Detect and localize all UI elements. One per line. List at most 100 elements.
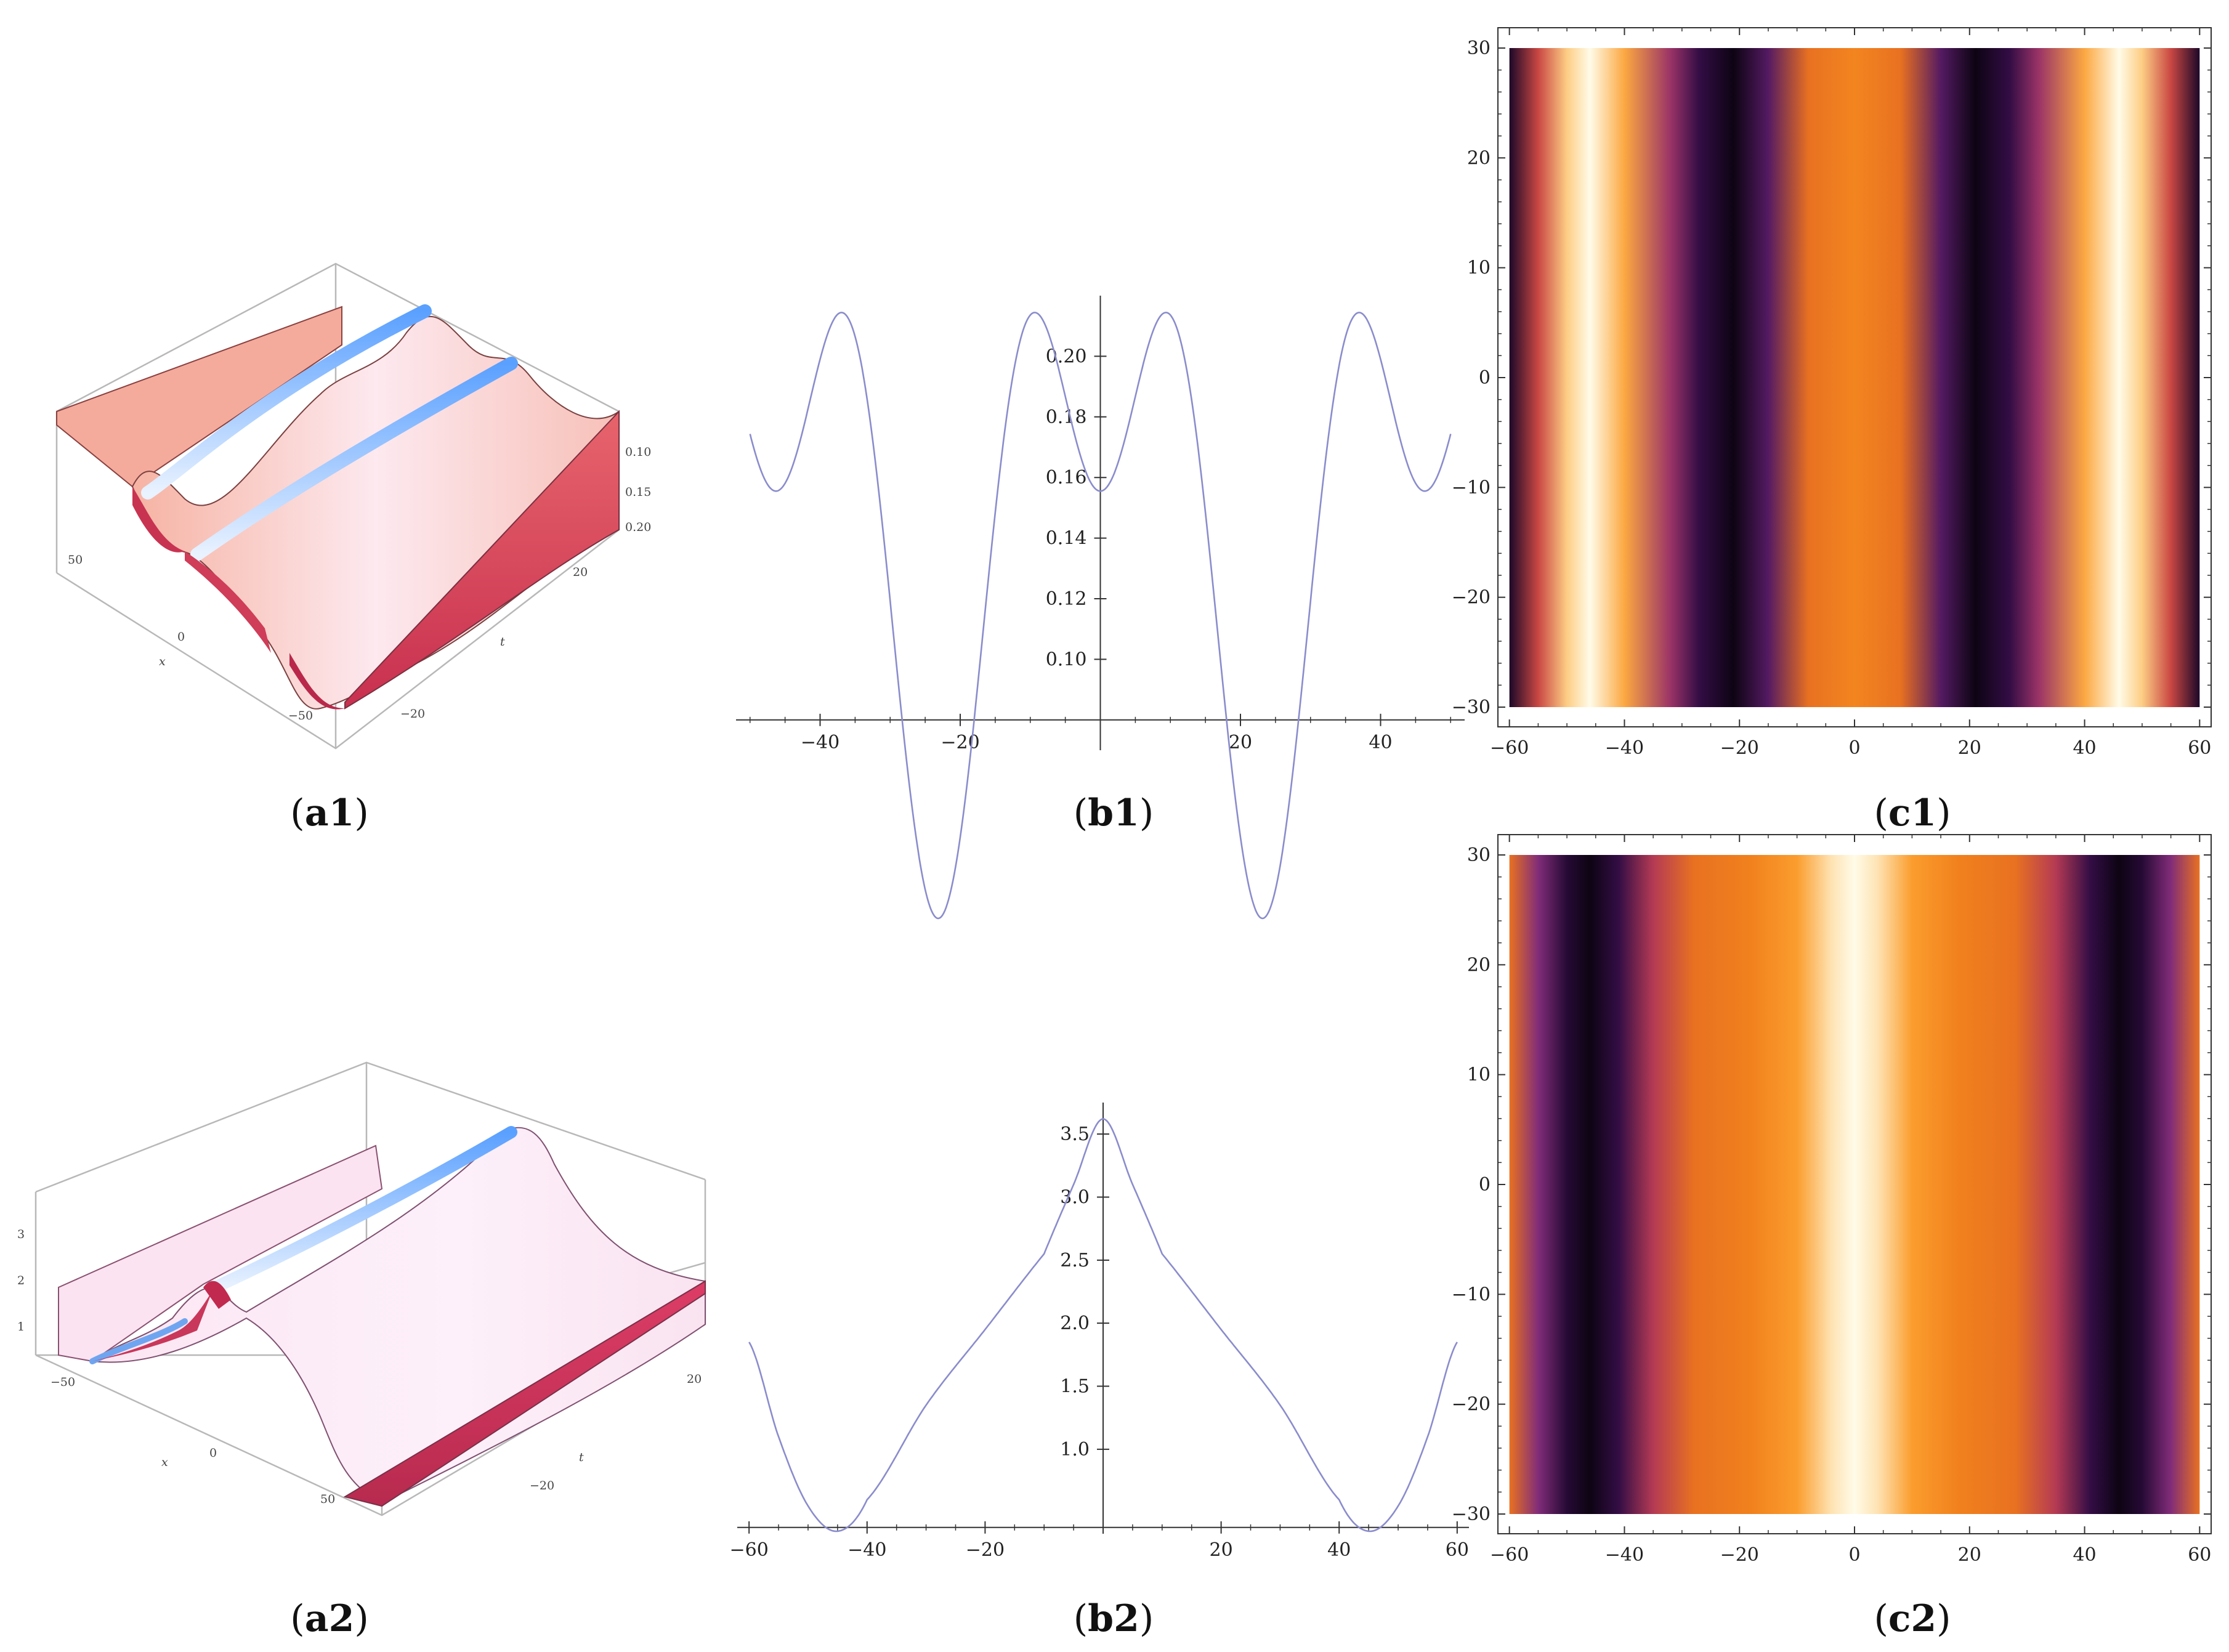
panel-b2-line-plot: −60 −40 −20 20 40 601.01.52.02.53.03.5: [730, 1103, 1469, 1561]
b2-x-tick-label: −40: [848, 1539, 886, 1561]
a1-x-tick-50: 50: [68, 553, 83, 567]
a2-t-tick-neg20: −20: [530, 1479, 554, 1492]
caption-b1: (b1): [1074, 792, 1154, 835]
c1-y-tick-label: −30: [1452, 697, 1491, 718]
c2-x-tick-label: −40: [1605, 1544, 1644, 1566]
a2-x-tick-neg50: −50: [51, 1375, 75, 1389]
a2-z-tick-1: 1: [17, 1320, 25, 1334]
c2-heatmap-field: [1509, 855, 2200, 1514]
c1-ticks: −60 −40 −20 0 20 40 60 −30 −20 −10 0 10 20 30: [1452, 28, 2211, 759]
a2-z-tick-2: 2: [17, 1274, 25, 1287]
c2-y-tick-label: 10: [1467, 1064, 1491, 1086]
caption-a1: (a1): [290, 792, 368, 835]
a2-crest: [206, 1126, 517, 1295]
a2-z-tick-3: 3: [17, 1228, 25, 1241]
c2-x-tick-label: −20: [1720, 1544, 1759, 1566]
a1-x-tick-neg50: −50: [288, 709, 313, 723]
a1-x-axis-label: x: [159, 655, 166, 668]
a2-back-face: [58, 1144, 383, 1362]
c2-x-tick-label: 0: [1848, 1544, 1860, 1566]
b1-x-tick-label: −40: [801, 732, 839, 753]
b2-x-tick-label: 20: [1210, 1539, 1233, 1561]
a1-x-tick-0: 0: [177, 630, 185, 644]
c2-y-tick-label: 20: [1467, 954, 1491, 976]
caption-c1: (c1): [1874, 792, 1951, 835]
c1-x-tick-label: 0: [1848, 737, 1860, 759]
panel-a1-surface: x t 50 0 −50 20 −20 0.10 0.15 0.20: [55, 262, 651, 750]
a1-t-tick-neg20: −20: [400, 707, 425, 721]
b2-y-tick-label: 2.0: [1060, 1313, 1090, 1334]
a2-t-tick-20: 20: [687, 1372, 702, 1386]
a1-z-tick-020: 0.20: [625, 520, 651, 534]
c1-y-tick-label: 30: [1467, 38, 1491, 59]
a2-x-tick-50: 50: [320, 1492, 335, 1506]
c1-x-tick-label: −40: [1605, 737, 1644, 759]
a1-z-tick-015: 0.15: [625, 485, 651, 499]
a2-x-axis-label: x: [161, 1456, 168, 1469]
a1-trough-mid: [185, 551, 271, 653]
a2-x-tick-0: 0: [209, 1446, 217, 1460]
b2-axes: [737, 1103, 1469, 1534]
b1-y-tick-label: 0.12: [1046, 588, 1087, 610]
a2-surface-body: [91, 1127, 706, 1504]
a2-mid-red: [92, 1290, 212, 1361]
caption-c2: (c2): [1874, 1597, 1951, 1640]
c2-y-tick-label: −10: [1452, 1284, 1491, 1305]
c2-x-tick-label: 60: [2188, 1544, 2211, 1566]
a1-t-axis-label: t: [500, 635, 505, 649]
b2-x-tick-label: −60: [730, 1539, 769, 1561]
c2-y-tick-label: −30: [1452, 1504, 1491, 1525]
c1-x-tick-label: −20: [1720, 737, 1759, 759]
panel-a2-surface: x t −50 0 50 20 −20 1 2 3: [17, 1061, 706, 1516]
b1-x-tick-label: 40: [1369, 732, 1392, 753]
c1-x-tick-label: 40: [2073, 737, 2096, 759]
b2-x-tick-label: 40: [1327, 1539, 1351, 1561]
b2-series-line: [748, 1118, 1458, 1533]
c1-y-tick-label: 20: [1467, 147, 1491, 169]
b1-x-tick-label: 20: [1229, 732, 1252, 753]
a1-crest-2: [190, 357, 518, 561]
b2-y-tick-label: 1.5: [1060, 1376, 1090, 1398]
a1-t-tick-20: 20: [573, 565, 588, 579]
panel-c2-heatmap: −60 −40 −20 0 20 40 60 −30 −20 −10 0 10 20 30: [1452, 834, 2212, 1566]
panel-b1-line-plot: −40 −20 20 40 0.10 0.12 0.14 0.16 0.18 0.20: [736, 296, 1465, 920]
c2-x-tick-label: 20: [1958, 1544, 1981, 1566]
b1-y-tick-label: 0.10: [1046, 649, 1087, 670]
a2-small-crest: [89, 1318, 188, 1364]
c1-y-tick-label: 10: [1467, 257, 1491, 279]
a2-right-side: [343, 1280, 706, 1507]
panel-c1-heatmap: −60 −40 −20 0 20 40 60 −30 −20 −10 0 10 20 30: [1452, 27, 2212, 759]
b2-x-tick-label: −20: [966, 1539, 1005, 1561]
b2-y-tick-label: 2.5: [1060, 1250, 1090, 1271]
a1-right-side: [344, 410, 620, 710]
c1-x-tick-label: −60: [1490, 737, 1529, 759]
b1-y-tick-label: 0.18: [1046, 407, 1087, 428]
c2-y-tick-label: 0: [1479, 1174, 1491, 1196]
caption-b2: (b2): [1074, 1597, 1154, 1640]
a1-crest-1: [141, 304, 432, 500]
c1-x-tick-label: 60: [2188, 737, 2211, 759]
b2-y-tick-label: 3.5: [1060, 1124, 1090, 1145]
b1-y-tick-label: 0.16: [1046, 467, 1087, 488]
c2-ticks: −60 −40 −20 0 20 40 60 −30 −20 −10 0 10 20 30: [1452, 835, 2211, 1566]
a1-trough-left: [132, 487, 185, 553]
a2-t-axis-label: t: [579, 1451, 584, 1464]
c1-x-tick-label: 20: [1958, 737, 1981, 759]
c1-y-tick-label: −20: [1452, 587, 1491, 609]
b1-x-tick-label: −20: [941, 732, 979, 753]
c2-x-tick-label: −60: [1490, 1544, 1529, 1566]
c2-y-tick-label: −20: [1452, 1394, 1491, 1415]
b1-y-tick-label: 0.14: [1046, 528, 1087, 549]
b2-y-tick-label: 1.0: [1060, 1439, 1090, 1460]
c1-heatmap-field: [1509, 48, 2200, 707]
b1-axes: [736, 296, 1465, 750]
b2-ticks: −60 −40 −20 20 40 601.01.52.02.53.03.5: [730, 1124, 1469, 1561]
caption-a2: (a2): [290, 1597, 368, 1640]
a1-back-face: [56, 306, 342, 488]
c2-y-tick-label: 30: [1467, 844, 1491, 866]
a1-z-tick-010: 0.10: [625, 445, 651, 459]
a2-bump-red: [203, 1281, 231, 1309]
b1-y-tick-label: 0.20: [1046, 346, 1087, 367]
b2-x-tick-label: 60: [1446, 1539, 1469, 1561]
